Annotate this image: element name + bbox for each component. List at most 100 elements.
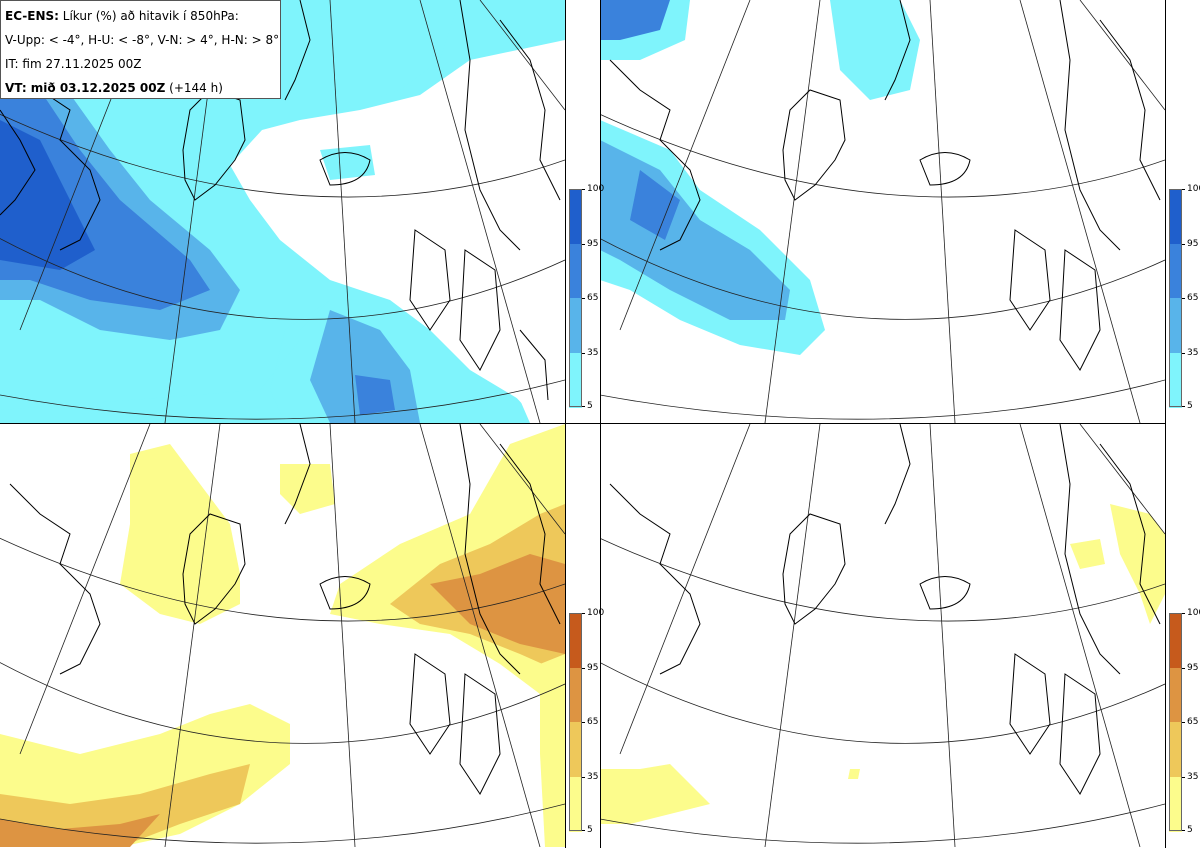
- colorbar-frame: [569, 189, 582, 407]
- prob-area-blue-top: [600, 0, 670, 40]
- prob-area-yellow-west: [120, 444, 240, 624]
- prob-area-blue-south: [310, 310, 420, 423]
- prob-area-yellow-sw: [600, 764, 710, 824]
- colorbar-segment: [1169, 613, 1182, 668]
- colorbar-tick: [582, 776, 585, 778]
- colorbar-tick: [1182, 298, 1185, 299]
- colorbar-frame: [569, 613, 582, 831]
- panel-divider-right-start: [600, 0, 601, 848]
- colorbar-label: 65: [587, 717, 599, 727]
- colorbar-tick: [1182, 189, 1185, 190]
- colorbar-label: 65: [1187, 293, 1199, 303]
- colorbar-tick: [1182, 406, 1185, 407]
- colorbar-segment: [569, 243, 582, 299]
- prob-area-yellow-ne2: [1070, 539, 1105, 569]
- colorbar-frame: [1169, 613, 1182, 831]
- prob-area-cyan-cloud: [830, 0, 920, 100]
- colorbar-warm-lower-right: 100 95 65 35 5: [1169, 609, 1200, 835]
- forecast-offset: (+144 h): [169, 81, 223, 95]
- colorbar-label: 100: [1187, 184, 1200, 194]
- prob-area-yellow-dot: [848, 769, 860, 779]
- map-panel-upper-right: [600, 0, 1165, 423]
- prob-area-dark-blue: [0, 120, 95, 270]
- prob-area-yellow-north: [280, 464, 335, 514]
- colorbar-segment: [569, 298, 582, 353]
- colorbar-tick: [582, 298, 585, 299]
- prob-area-gold-sw: [0, 764, 250, 847]
- colorbar-tick: [582, 722, 585, 723]
- colorbar-segment: [1169, 352, 1182, 408]
- info-box: EC-ENS: Líkur (%) að hitavik í 850hPa: V…: [0, 0, 281, 99]
- graticule: [600, 424, 1165, 847]
- colorbar-label: 5: [587, 401, 593, 411]
- colorbar-tick: [1182, 776, 1185, 778]
- map-panel-lower-right: [600, 424, 1165, 847]
- prob-area-mid-blue: [630, 170, 680, 240]
- map-lower-left-svg: [0, 424, 565, 847]
- colorbar-segment: [569, 722, 582, 777]
- colorbar-segment: [569, 189, 582, 244]
- colorbar-cold-upper-left: 100 95 65 35 5: [569, 185, 604, 411]
- colorbar-tick: [582, 406, 585, 407]
- colorbar-label: 100: [587, 608, 605, 618]
- colorbar-tick: [1182, 722, 1185, 723]
- map-upper-left-svg: [0, 0, 565, 423]
- colorbar-tick: [582, 189, 585, 190]
- colorbar-label: 5: [587, 825, 593, 835]
- colorbar-segment: [1169, 667, 1182, 723]
- info-title-line: EC-ENS: Líkur (%) að hitavik í 850hPa:: [5, 4, 276, 28]
- colorbar-label: 95: [1187, 238, 1199, 249]
- colorbar-segment: [569, 776, 582, 832]
- prob-area-upper-cyan: [290, 0, 460, 110]
- model-name: EC-ENS:: [5, 9, 59, 23]
- map-lower-right-svg: [600, 424, 1165, 847]
- colorbar-tick: [1182, 830, 1185, 831]
- colorbar-tick: [1182, 667, 1185, 669]
- map-panel-upper-left: [0, 0, 565, 423]
- valid-time-line: VT: mið 03.12.2025 00Z (+144 h): [5, 76, 276, 100]
- colorbar-segment: [569, 667, 582, 723]
- coastlines: [609, 0, 1161, 371]
- panel-divider-right-end: [1165, 0, 1166, 848]
- colorbar-label: 95: [587, 662, 599, 673]
- colorbar-tick: [1182, 352, 1185, 354]
- colorbar-label: 95: [587, 238, 599, 249]
- colorbar-label: 65: [587, 293, 599, 303]
- colorbar-label: 100: [587, 184, 605, 194]
- colorbar-tick: [582, 243, 585, 245]
- colorbar-segment: [1169, 298, 1182, 353]
- colorbar-label: 65: [1187, 717, 1199, 727]
- colorbar-tick: [582, 667, 585, 669]
- map-title: Líkur (%) að hitavik í 850hPa:: [62, 9, 239, 23]
- prob-area-south-dark: [355, 375, 395, 415]
- thresholds-line: V-Upp: < -4°, H-U: < -8°, V-N: > 4°, H-N…: [5, 33, 280, 47]
- prob-area-yellow-se: [540, 654, 565, 847]
- prob-area-white-gap: [0, 300, 330, 423]
- graticule: [0, 424, 565, 847]
- colorbar-segment: [569, 613, 582, 668]
- colorbar-segment: [1169, 722, 1182, 777]
- prob-area-yellow-ne: [1110, 504, 1165, 624]
- coastlines: [9, 424, 561, 795]
- colorbar-segment: [1169, 243, 1182, 299]
- colorbar-tick: [1182, 613, 1185, 614]
- colorbar-tick: [582, 613, 585, 614]
- colorbar-label: 5: [1187, 825, 1193, 835]
- valid-time: VT: mið 03.12.2025 00Z: [5, 81, 166, 95]
- initial-time-line: IT: fim 27.11.2025 00Z: [5, 57, 142, 71]
- colorbar-segment: [1169, 776, 1182, 832]
- colorbar-frame: [1169, 189, 1182, 407]
- colorbar-warm-lower-left: 100 95 65 35 5: [569, 609, 604, 835]
- prob-area-cyan-iceland: [320, 145, 375, 180]
- colorbar-label: 5: [1187, 401, 1193, 411]
- map-panel-lower-left: [0, 424, 565, 847]
- colorbar-tick: [1182, 243, 1185, 245]
- colorbar-label: 35: [587, 771, 599, 782]
- prob-area-blue-main: [600, 140, 790, 320]
- panel-divider-left: [565, 0, 566, 848]
- colorbar-label: 35: [1187, 771, 1199, 782]
- colorbar-segment: [1169, 189, 1182, 244]
- colorbar-label: 95: [1187, 662, 1199, 673]
- colorbar-label: 35: [587, 347, 599, 358]
- colorbar-tick: [582, 352, 585, 354]
